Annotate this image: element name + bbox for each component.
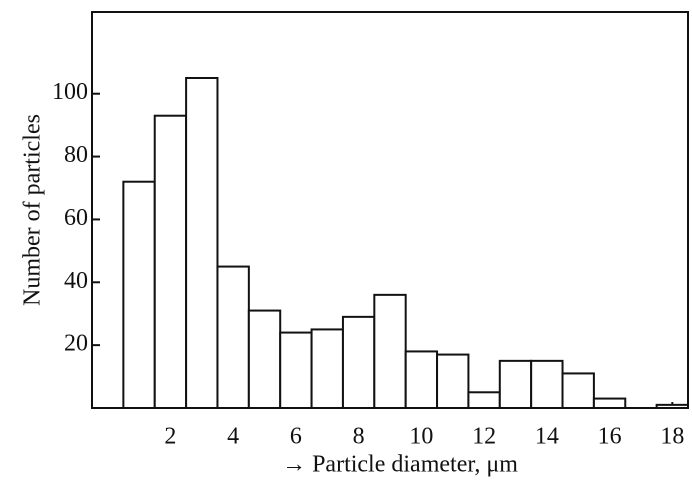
bar: [530, 359, 564, 410]
bar: [279, 331, 313, 410]
y-tick-label: 80: [64, 142, 88, 168]
x-axis-label: → Particle diameter, μm: [282, 452, 518, 478]
bar: [404, 350, 439, 409]
y-tick-label: 20: [64, 331, 88, 357]
bar: [216, 265, 250, 410]
bar: [341, 315, 376, 410]
bar: [122, 180, 156, 409]
bar: [373, 293, 407, 410]
y-tick-label: 40: [64, 268, 88, 294]
x-tick-label: 8: [353, 424, 365, 450]
x-tick-label: 4: [227, 424, 239, 450]
bar: [436, 353, 470, 410]
bar: [592, 397, 627, 410]
x-tick-label: 6: [290, 424, 302, 450]
bar: [153, 114, 188, 409]
x-tick-label: 14: [535, 424, 559, 450]
y-tick-label: 100: [52, 79, 88, 105]
y-axis-label: Number of particles: [20, 114, 46, 306]
x-tick-label: 18: [660, 424, 684, 450]
bar: [247, 309, 282, 410]
y-tick-label: 60: [64, 205, 88, 231]
bar: [498, 359, 533, 410]
x-tick-label: 16: [598, 424, 622, 450]
bar: [185, 77, 219, 409]
x-tick-label: 2: [164, 424, 176, 450]
bar: [561, 372, 595, 409]
bar: [310, 328, 344, 409]
bar: [467, 391, 501, 409]
x-tick-label: 10: [409, 424, 433, 450]
bar: [655, 403, 690, 410]
x-tick-label: 12: [472, 424, 496, 450]
